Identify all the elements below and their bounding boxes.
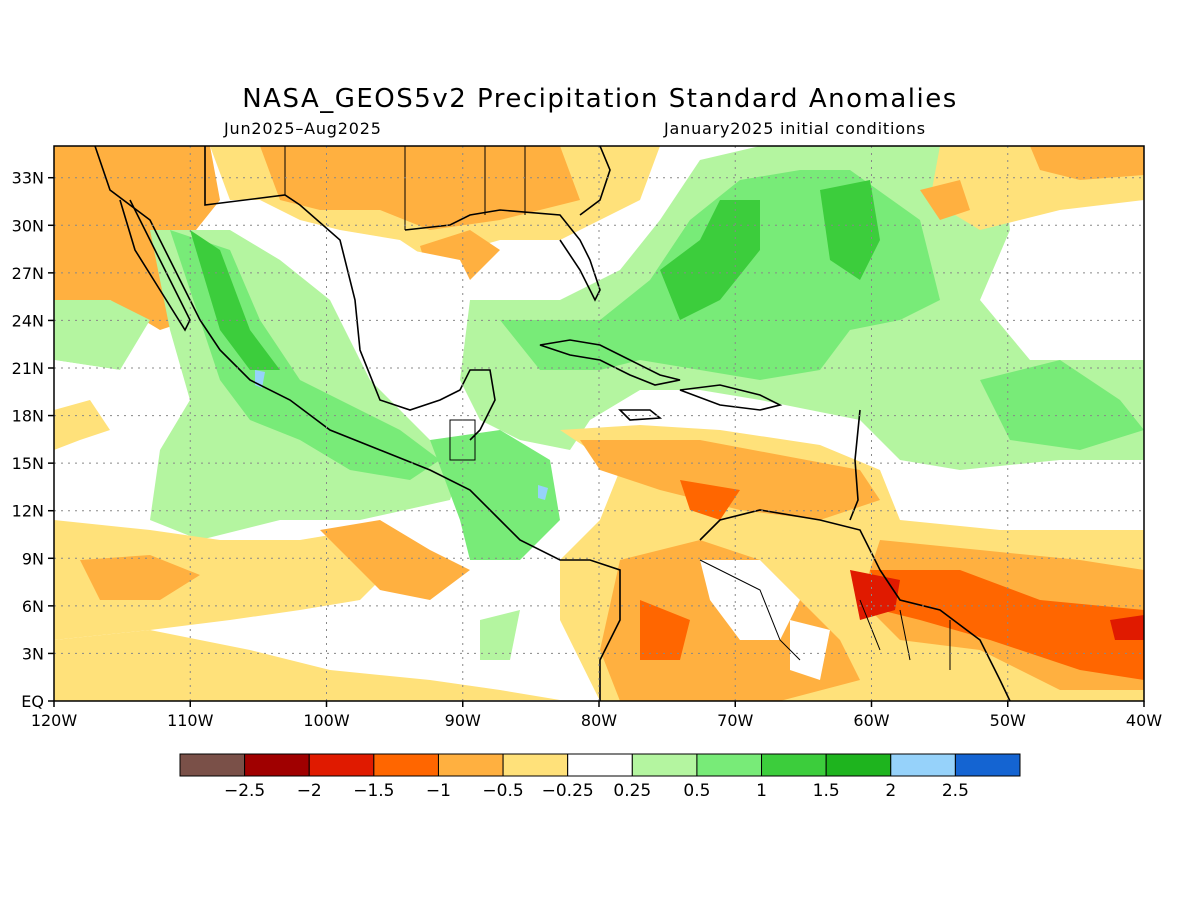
colorbar-swatch xyxy=(437,753,504,777)
lat-tick-label: 30N xyxy=(12,216,44,235)
colorbar-swatch xyxy=(179,753,246,777)
borders xyxy=(284,146,951,670)
lat-tick-label: 3N xyxy=(22,644,44,663)
colorbar-swatch xyxy=(954,753,1021,777)
colorbar-label: −0.5 xyxy=(482,781,523,801)
lon-tick-label: 60W xyxy=(853,711,889,730)
colorbar-label: −1.5 xyxy=(353,781,394,801)
lat-tick-label: 21N xyxy=(12,359,44,378)
colorbar-swatch xyxy=(502,753,569,777)
colorbar-label: −1 xyxy=(426,781,451,801)
colorbar-label: 0.25 xyxy=(613,781,651,801)
lat-tick-label: 18N xyxy=(12,407,44,426)
colorbar-swatch xyxy=(825,753,892,777)
lon-tick-label: 120W xyxy=(31,711,78,730)
initial-conditions: January2025 initial conditions xyxy=(664,119,926,138)
lon-tick-label: 70W xyxy=(717,711,753,730)
lat-tick-label: 24N xyxy=(12,311,44,330)
colorbar-label: 0.5 xyxy=(683,781,710,801)
colorbar-label: −2.5 xyxy=(224,781,265,801)
lat-tick-label: EQ xyxy=(21,692,44,711)
colorbar-swatch xyxy=(308,753,375,777)
lat-tick-label: 6N xyxy=(22,597,44,616)
lon-tick-label: 80W xyxy=(581,711,617,730)
lat-tick-label: 15N xyxy=(12,454,44,473)
gridlines xyxy=(54,146,1144,701)
lat-tick-label: 33N xyxy=(12,169,44,188)
colorbar-swatch xyxy=(631,753,698,777)
colorbar-swatch xyxy=(244,753,310,777)
colorbar-label: 2.5 xyxy=(942,781,969,801)
lon-tick-label: 90W xyxy=(445,711,481,730)
colorbar-swatch xyxy=(567,753,633,777)
colorbar-label: −0.25 xyxy=(542,781,594,801)
colorbar-label: 1 xyxy=(756,781,767,801)
lat-tick-label: 12N xyxy=(12,502,44,521)
chart-title: NASA_GEOS5v2 Precipitation Standard Anom… xyxy=(242,84,958,114)
latitude-axis: EQ 3N 6N 9N 12N 15N 18N 21N 24N 27N 30N 33N xyxy=(12,169,54,711)
colorbar-swatch xyxy=(890,753,956,777)
anomaly-fields xyxy=(54,146,1144,701)
colorbar-label: 1.5 xyxy=(813,781,840,801)
lon-tick-label: 110W xyxy=(167,711,214,730)
colorbar-swatch xyxy=(761,753,827,777)
colorbar-legend: −2.5 −2 −1.5 −1 −0.5 −0.25 0.25 0.5 1 1.5 2 2.5 xyxy=(179,753,1021,801)
colorbar-label: 2 xyxy=(885,781,896,801)
lat-tick-label: 9N xyxy=(22,549,44,568)
colorbar-swatch xyxy=(696,753,763,777)
valid-period: Jun2025–Aug2025 xyxy=(224,119,382,138)
lon-tick-label: 100W xyxy=(303,711,350,730)
colorbar-swatch xyxy=(373,753,439,777)
lon-tick-label: 40W xyxy=(1126,711,1162,730)
colorbar-label: −2 xyxy=(297,781,322,801)
lat-tick-label: 27N xyxy=(12,264,44,283)
lon-tick-label: 50W xyxy=(990,711,1026,730)
longitude-axis: 120W 110W 100W 90W 80W 70W 60W 50W 40W xyxy=(31,701,1162,730)
